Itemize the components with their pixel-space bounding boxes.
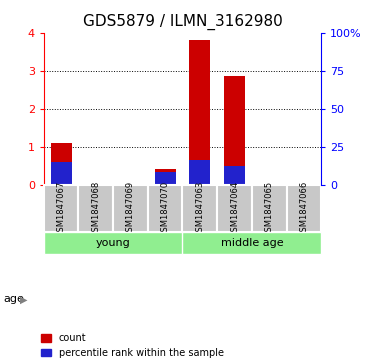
Text: GSM1847066: GSM1847066	[299, 180, 308, 237]
Bar	[217, 185, 252, 232]
Text: GSM1847063: GSM1847063	[195, 180, 204, 237]
Bar	[44, 185, 78, 232]
Text: GSM1847070: GSM1847070	[161, 180, 170, 237]
Bar	[78, 185, 113, 232]
Bar	[51, 162, 72, 185]
Bar	[155, 169, 176, 185]
Bar	[224, 166, 245, 185]
Bar	[182, 232, 321, 254]
Legend: count, percentile rank within the sample: count, percentile rank within the sample	[41, 333, 224, 358]
Bar	[51, 143, 72, 185]
Bar	[113, 185, 148, 232]
Bar	[182, 185, 217, 232]
Text: GSM1847067: GSM1847067	[57, 180, 66, 237]
Bar	[189, 160, 210, 185]
Bar	[148, 185, 182, 232]
Bar	[287, 185, 321, 232]
Text: GSM1847065: GSM1847065	[265, 180, 274, 237]
Text: GSM1847068: GSM1847068	[91, 180, 100, 237]
Bar	[252, 185, 287, 232]
Bar	[224, 76, 245, 185]
Title: GDS5879 / ILMN_3162980: GDS5879 / ILMN_3162980	[82, 14, 283, 30]
Text: GSM1847064: GSM1847064	[230, 180, 239, 237]
Text: young: young	[96, 238, 131, 248]
Text: ▶: ▶	[20, 294, 28, 305]
Bar	[189, 40, 210, 185]
Text: middle age: middle age	[220, 238, 283, 248]
Text: GSM1847069: GSM1847069	[126, 180, 135, 237]
Bar	[44, 232, 182, 254]
Bar	[155, 172, 176, 185]
Text: age: age	[4, 294, 24, 305]
